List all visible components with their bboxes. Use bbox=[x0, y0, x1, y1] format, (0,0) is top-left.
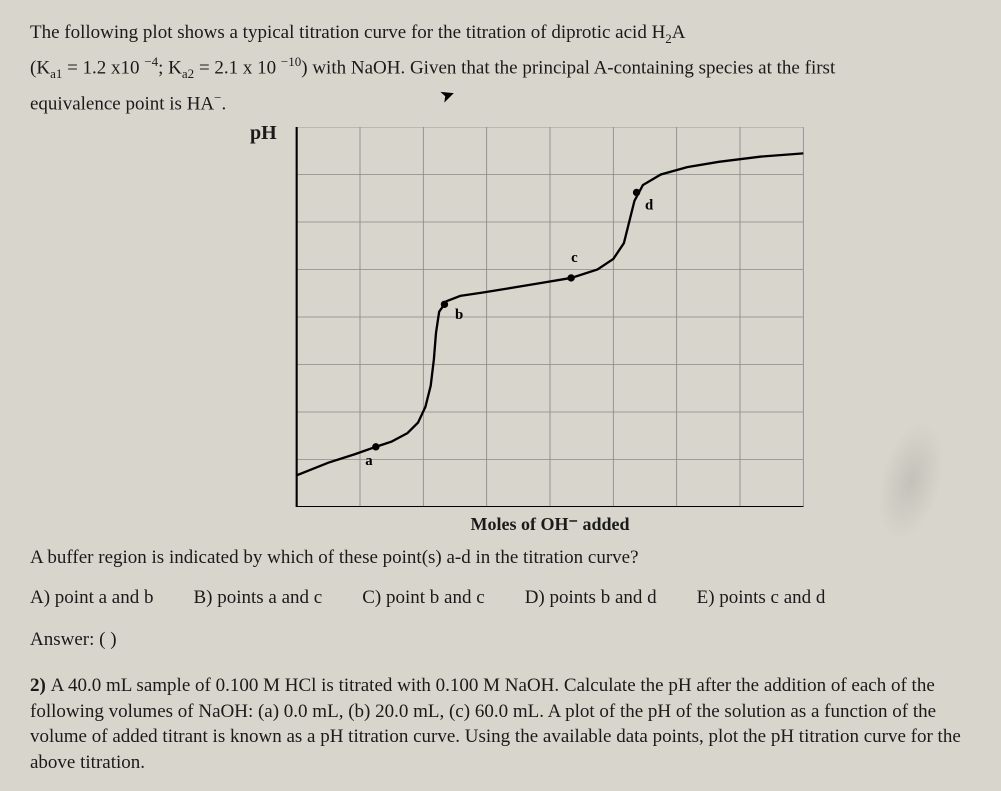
ka1-exp: −4 bbox=[144, 54, 158, 69]
chart-x-label: Moles of OH⁻ added bbox=[470, 514, 629, 535]
buffer-question: A buffer region is indicated by which of… bbox=[30, 547, 971, 569]
intro-line1: The following plot shows a typical titra… bbox=[30, 20, 971, 47]
option-a: A) point a and b bbox=[30, 587, 153, 609]
options-row: A) point a and b B) points a and c C) po… bbox=[30, 587, 971, 609]
intro-line2: (Ka1 = 1.2 x10 −4; Ka2 = 2.1 x 10 −10) w… bbox=[30, 53, 971, 83]
intro-text-6: . bbox=[222, 93, 227, 114]
intro-text-5: equivalence point is HA bbox=[30, 93, 214, 114]
intro-text-3: (K bbox=[30, 58, 50, 79]
ka2-sub: a2 bbox=[182, 66, 194, 81]
option-c: C) point b and c bbox=[362, 587, 484, 609]
ka1-sub: a1 bbox=[50, 66, 62, 81]
svg-text:c: c bbox=[571, 250, 578, 266]
option-b: B) points a and c bbox=[193, 587, 322, 609]
chart-y-label: pH bbox=[250, 122, 277, 145]
svg-text:d: d bbox=[645, 197, 654, 213]
intro-text-1: The following plot shows a typical titra… bbox=[30, 22, 665, 43]
option-e: E) points c and d bbox=[697, 587, 826, 609]
ka2-exp: −10 bbox=[281, 54, 301, 69]
svg-text:a: a bbox=[365, 453, 373, 469]
svg-text:b: b bbox=[455, 307, 463, 323]
intro-text-4: ) with NaOH. Given that the principal A-… bbox=[301, 58, 835, 79]
q2-text: A 40.0 mL sample of 0.100 M HCl is titra… bbox=[30, 675, 961, 773]
ka1-eq: = 1.2 x10 bbox=[62, 58, 144, 79]
option-d: D) points b and d bbox=[525, 587, 657, 609]
question-2: 2) A 40.0 mL sample of 0.100 M HCl is ti… bbox=[30, 673, 971, 776]
answer-line: Answer: ( ) bbox=[30, 629, 971, 651]
intro-line3: equivalence point is HA−. bbox=[30, 89, 971, 117]
ka2-eq: = 2.1 x 10 bbox=[194, 58, 281, 79]
q2-number: 2) bbox=[30, 675, 51, 696]
chart-svg: a b c d bbox=[290, 127, 810, 507]
intro-sup: − bbox=[214, 90, 221, 105]
ka-sep: ; K bbox=[158, 58, 182, 79]
titration-chart: pH abcd Moles of OH⁻ added bbox=[290, 127, 810, 507]
paper-smudge bbox=[866, 415, 955, 546]
intro-text-2: A bbox=[672, 22, 686, 43]
